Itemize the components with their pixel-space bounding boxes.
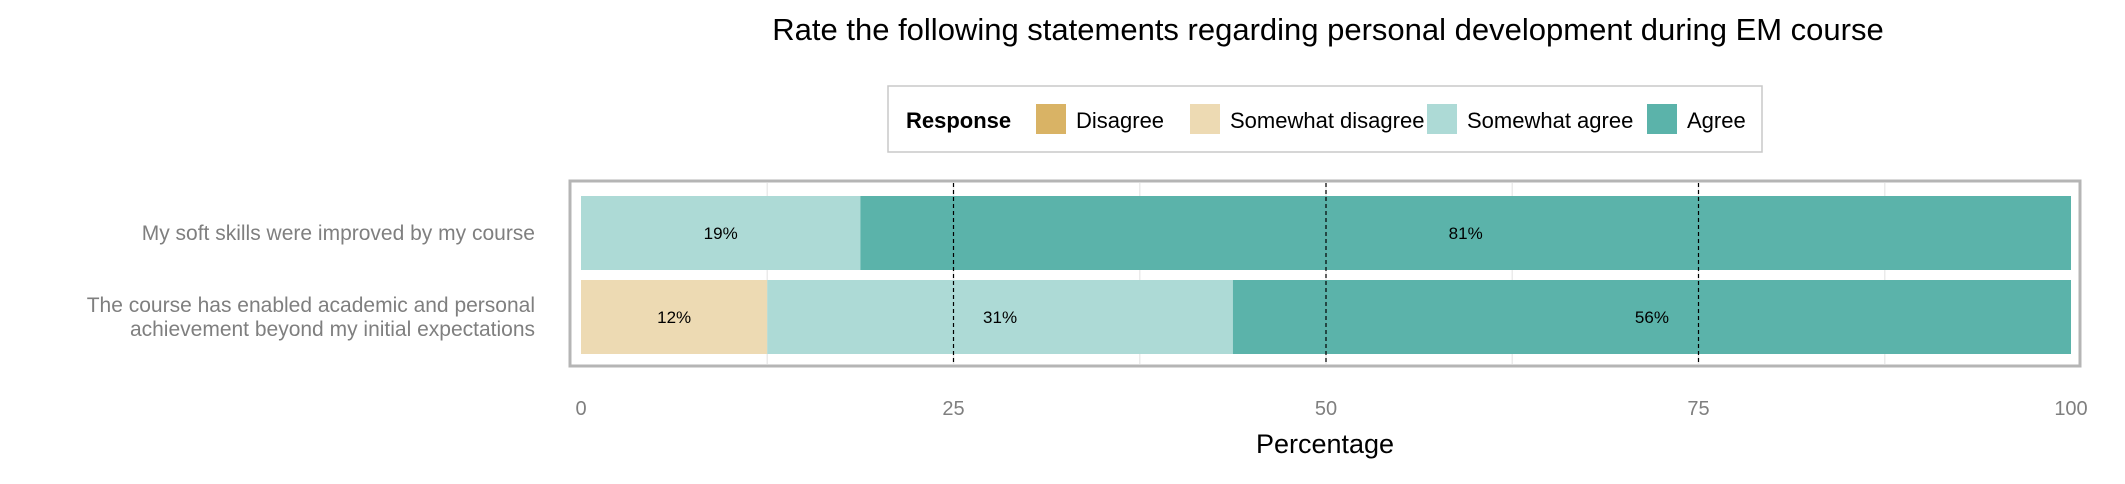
legend-label-disagree: Disagree [1076,108,1164,133]
legend-swatch-disagree [1036,104,1066,134]
legend-swatch-somewhat-disagree [1190,104,1220,134]
bar-somewhat-agree-row-2 [767,280,1233,354]
category-label-row-2: The course has enabled academic and pers… [87,294,535,317]
bar-agree-row-1 [860,196,2071,270]
bar-agree-row-2 [1232,280,2071,354]
legend-title: Response [906,108,1011,133]
data-label-agree-row-2: 56% [1635,308,1669,327]
legend-label-somewhat-agree: Somewhat agree [1467,108,1633,133]
legend-label-somewhat-disagree: Somewhat disagree [1230,108,1424,133]
chart-title: Rate the following statements regarding … [772,12,1883,47]
x-axis-title: Percentage [1256,429,1394,459]
plot-area: 19% 81% 12% 31% 56% [568,179,2082,368]
data-label-somewhat-agree-row-1: 19% [704,224,738,243]
x-tick-label: 25 [942,398,964,420]
legend-swatch-somewhat-agree [1427,104,1457,134]
x-tick-label: 50 [1315,398,1337,420]
legend: Response Disagree Somewhat disagree Somewh… [887,85,1763,153]
legend-swatch-agree [1647,104,1677,134]
legend-label-agree: Agree [1687,108,1746,133]
category-label-row-2: achievement beyond my initial expectatio… [130,318,535,341]
category-label-row-1: My soft skills were improved by my cours… [142,222,535,245]
x-tick-label: 75 [1687,398,1709,420]
data-label-somewhat-disagree-row-2: 12% [657,308,691,327]
bar-somewhat-disagree-row-2 [581,280,768,354]
legend-box [887,85,1763,153]
x-tick-label: 0 [575,398,586,420]
x-tick-label: 100 [2054,398,2087,420]
bar-somewhat-agree-row-1 [581,196,861,270]
data-label-somewhat-agree-row-2: 31% [983,308,1017,327]
data-label-agree-row-1: 81% [1449,224,1483,243]
plot-border [568,179,2082,368]
